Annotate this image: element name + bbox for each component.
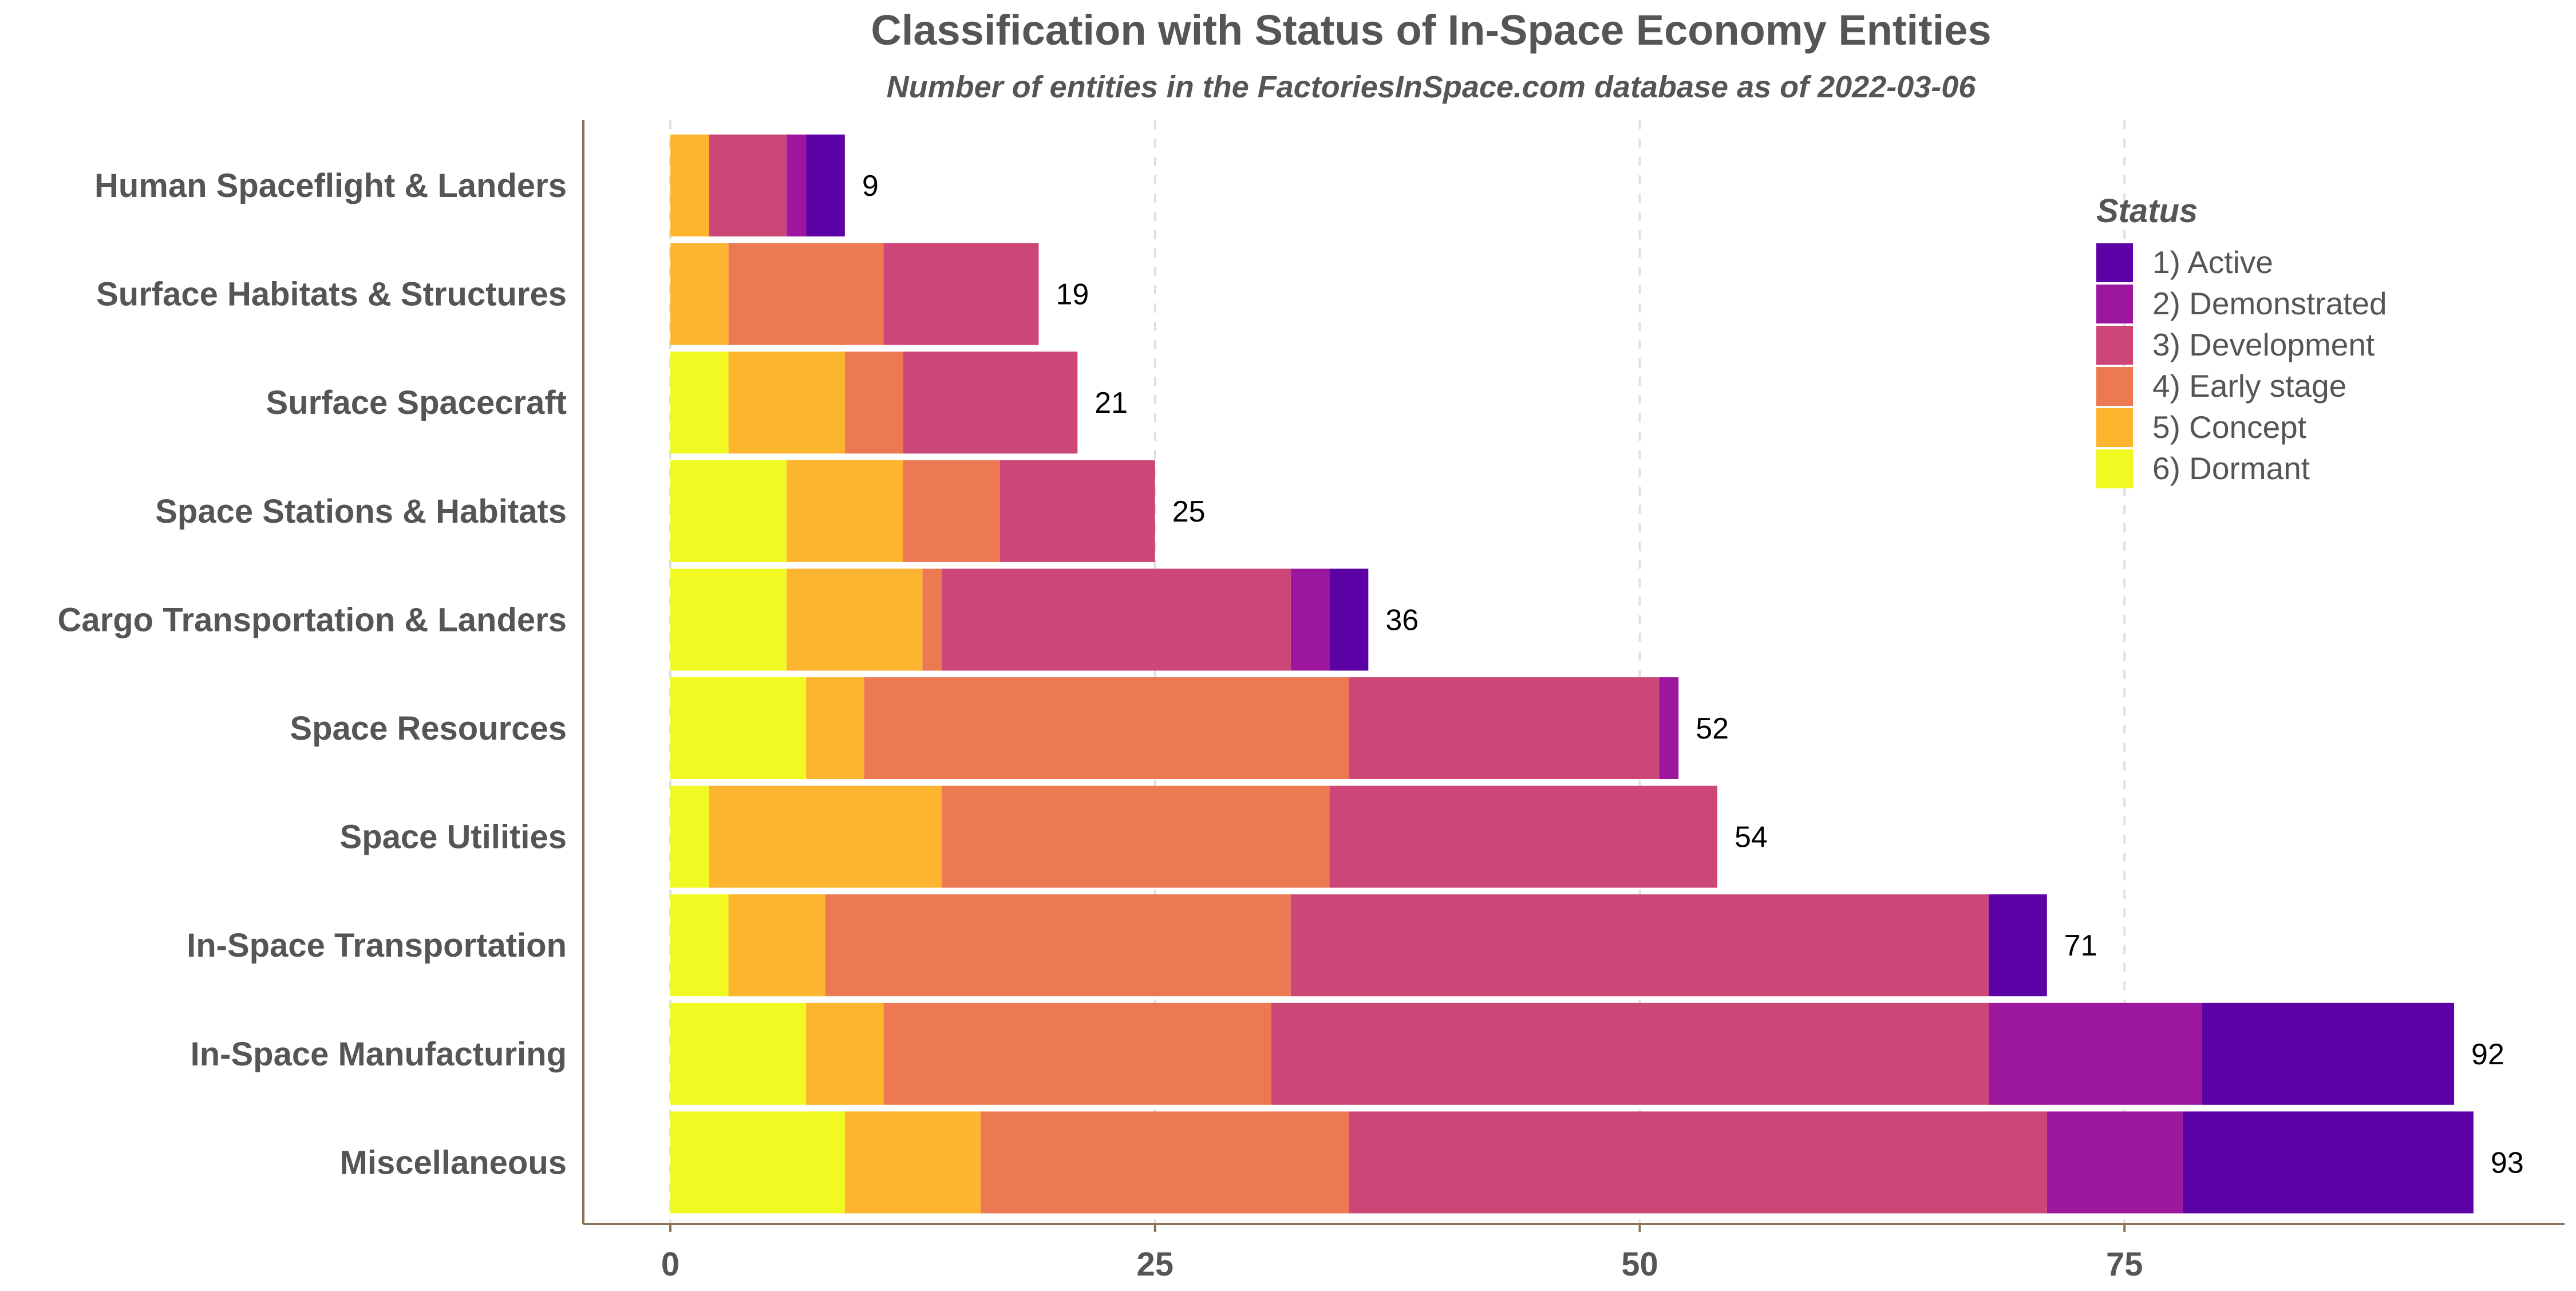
bar-segment — [670, 243, 729, 345]
bar-segment — [670, 785, 709, 888]
legend: Status 1) Active 2) Demonstrated 3) Develop… — [2096, 192, 2387, 488]
bar-segment — [1989, 894, 2047, 997]
legend-label: 2) Demonstrated — [2152, 286, 2387, 321]
chart-subtitle: Number of entities in the FactoriesInSpa… — [887, 70, 1977, 104]
chart-title: Classification with Status of In-Space E… — [871, 6, 1991, 54]
bar-segment — [1290, 568, 1330, 671]
legend-label: 6) Dormant — [2152, 451, 2310, 486]
bar-segment — [922, 568, 942, 671]
total-label: 19 — [1056, 278, 1089, 311]
bar-segment — [1659, 677, 1679, 779]
x-tick-label: 75 — [2106, 1246, 2143, 1283]
bar-segment — [2182, 1111, 2474, 1214]
category-label: Space Stations & Habitats — [155, 493, 567, 530]
category-label: Human Spaceflight & Landers — [94, 167, 567, 204]
bar-segment — [709, 135, 787, 236]
legend-swatch — [2096, 326, 2133, 365]
total-label: 93 — [2491, 1146, 2524, 1179]
bar-segment — [1989, 1002, 2202, 1105]
bar-segment — [942, 785, 1330, 888]
legend-label: 3) Development — [2152, 327, 2374, 362]
legend-swatch — [2096, 408, 2133, 447]
bar-segment — [1349, 1111, 2047, 1214]
bar-segment — [1271, 1002, 1989, 1105]
total-label: 54 — [1735, 821, 1768, 854]
x-tick-label: 25 — [1136, 1246, 1174, 1283]
legend-swatch — [2096, 243, 2133, 282]
bar-segment — [1290, 894, 1989, 997]
total-label: 9 — [862, 169, 879, 203]
bar-segment — [787, 568, 923, 671]
bar-segment — [903, 352, 1078, 454]
legend-swatch — [2096, 285, 2133, 323]
legend-label: 5) Concept — [2152, 409, 2306, 445]
bar-segment — [1349, 677, 1660, 779]
total-label: 92 — [2471, 1038, 2504, 1071]
bar-segment — [670, 352, 729, 454]
bar-segment — [1329, 785, 1717, 888]
bar-segment — [670, 677, 807, 779]
bar-segment — [883, 243, 1039, 345]
category-label: Space Resources — [290, 710, 567, 747]
legend-swatch — [2096, 449, 2133, 488]
bar-segment — [670, 894, 729, 997]
bar-segment — [806, 1002, 884, 1105]
category-label: Surface Habitats & Structures — [96, 276, 567, 313]
bar-segment — [728, 352, 845, 454]
bar-segment — [709, 785, 942, 888]
category-label: Space Utilities — [340, 819, 567, 856]
bar-segment — [999, 460, 1155, 562]
total-label: 36 — [1385, 603, 1419, 637]
legend-label: 1) Active — [2152, 244, 2273, 280]
bar-segment — [844, 352, 903, 454]
bar-segment — [980, 1111, 1349, 1214]
bar-segment — [825, 894, 1291, 997]
category-label: Surface Spacecraft — [266, 384, 567, 421]
legend-title: Status — [2096, 192, 2198, 230]
bar-segment — [883, 1002, 1271, 1105]
category-label: Cargo Transportation & Landers — [58, 601, 567, 638]
total-label: 21 — [1095, 386, 1128, 420]
bar-segment — [728, 894, 825, 997]
bar-segment — [670, 460, 787, 562]
x-tick-label: 50 — [1621, 1246, 1658, 1283]
bar-segment — [2202, 1002, 2455, 1105]
legend-label: 4) Early stage — [2152, 368, 2346, 404]
bar-segment — [1329, 568, 1369, 671]
bar-segment — [670, 1111, 845, 1214]
category-label: In-Space Transportation — [187, 927, 567, 964]
bar-segment — [844, 1111, 981, 1214]
category-label: In-Space Manufacturing — [191, 1036, 567, 1073]
bar-segment — [806, 135, 845, 236]
bar-segment — [806, 677, 864, 779]
bar-segment — [942, 568, 1291, 671]
bar-segment — [670, 568, 787, 671]
x-tick-label: 0 — [661, 1246, 679, 1283]
total-label: 71 — [2064, 929, 2097, 962]
bar-segment — [670, 1002, 807, 1105]
bar-segment — [903, 460, 1000, 562]
bar-segment — [728, 243, 884, 345]
total-label: 25 — [1172, 495, 1206, 528]
legend-swatch — [2096, 367, 2133, 406]
bar-segment — [2046, 1111, 2183, 1214]
bar-segment — [787, 135, 807, 236]
category-label: Miscellaneous — [340, 1144, 567, 1181]
bar-segment — [787, 460, 903, 562]
bar-segment — [670, 135, 709, 236]
bar-segment — [864, 677, 1349, 779]
total-label: 52 — [1696, 712, 1729, 745]
